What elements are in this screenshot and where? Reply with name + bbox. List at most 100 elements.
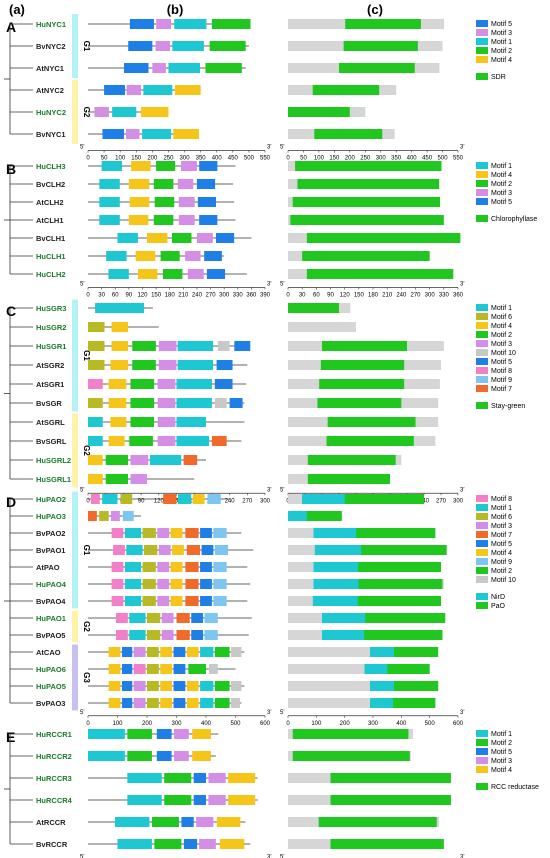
legend-swatch [476, 367, 488, 374]
gene-label-hupao2: HuPAO2 [36, 495, 66, 504]
motif-box-motif-5 [173, 698, 186, 708]
axis-tick-label: 500 [230, 721, 241, 727]
gene-label-hurccr1: HuRCCR1 [36, 730, 72, 739]
motif-box-motif-10 [231, 681, 242, 691]
motif-box-motif-5 [191, 613, 204, 623]
group-bar [72, 610, 78, 643]
group-bar [72, 491, 78, 609]
legend-label: Motif 2 [491, 740, 512, 747]
axis-tick-label: 270 [242, 498, 253, 504]
domain-box [292, 197, 441, 207]
motif-box-motif-2 [164, 795, 192, 805]
motif-box-motif-5 [199, 161, 218, 171]
motif-box-motif-3 [161, 630, 174, 640]
domain-box [326, 436, 414, 446]
axis-tick-label: 120 [340, 293, 351, 299]
motif-box-motif-1 [172, 41, 204, 51]
axis-3prime: 3' [267, 145, 271, 151]
axis-tick-label: 200 [345, 156, 356, 162]
motif-box-motif-7 [211, 436, 227, 446]
domain-box [312, 85, 380, 95]
legend-label: Motif 5 [491, 541, 512, 548]
domain-backbone [288, 647, 439, 657]
motif-box-motif-8 [116, 630, 128, 640]
axis-3prime: 3' [460, 710, 464, 716]
axis-tick-label: 270 [436, 498, 447, 504]
legend-domain-swatch [476, 593, 488, 600]
motif-box-motif-6 [142, 579, 156, 589]
motif-box-motif-8 [116, 613, 128, 623]
motif-box-motif-5 [191, 630, 204, 640]
motif-box-motif-4 [170, 579, 183, 589]
axis-tick-label: 600 [260, 721, 271, 727]
gene-label-bvsgrl: BvSGRL [36, 437, 67, 446]
motif-box-motif-2 [130, 398, 155, 408]
legend-swatch [476, 171, 488, 178]
domain-backbone [288, 698, 436, 708]
motif-box-motif-1 [200, 681, 214, 691]
domain-box-nird [288, 511, 307, 521]
motif-box-motif-4 [110, 360, 129, 370]
domain-box [292, 751, 410, 761]
gene-label-huclh2: HuCLH2 [36, 270, 66, 279]
motif-box-motif-6 [88, 360, 105, 370]
legend-swatch [476, 558, 488, 565]
motif-box-motif-3 [158, 360, 177, 370]
motif-box-motif-3 [177, 179, 194, 189]
motif-box-motif-7 [163, 494, 177, 504]
gene-label-bvclh2: BvCLH2 [36, 180, 65, 189]
axis-tick-label: 0 [286, 721, 290, 727]
group-label: G1 [82, 350, 91, 361]
domain-box [327, 417, 416, 427]
legend-label: Motif 4 [491, 172, 512, 179]
gene-label-bvpao4: BvPAO4 [36, 597, 66, 606]
panel-letter: C [6, 303, 16, 319]
motif-box-motif-3 [156, 19, 172, 29]
legend-label: Motif 5 [491, 749, 512, 756]
gene-label-hupao3: HuPAO3 [36, 512, 66, 521]
axis-tick-label: 30 [299, 293, 306, 299]
axis-tick-label: 150 [171, 498, 182, 504]
domain-box [370, 647, 439, 657]
gene-label-bvpao5: BvPAO5 [36, 631, 65, 640]
motif-box-motif-4 [192, 751, 211, 761]
motif-box-motif-1 [177, 494, 192, 504]
motif-box-motif-4 [174, 85, 201, 95]
motif-box-motif-1 [129, 630, 146, 640]
motif-box-motif-1 [108, 269, 129, 279]
domain-box-nird [314, 545, 362, 555]
motif-box-motif-4 [128, 215, 149, 225]
legend-domain-label: PaO [491, 603, 506, 610]
motif-box-motif-1 [124, 579, 142, 589]
panel-e: E HuRCCR1 HuRCCR2 HuRCCR3 HuRCCR4 AtRCCR BvRCC… [4, 729, 539, 858]
gene-label-bvrccr: BvRCCR [36, 840, 68, 849]
legend-label: Motif 1 [491, 305, 512, 312]
axis-tick-label: 0 [286, 293, 290, 299]
motif-box-motif-5 [193, 773, 206, 783]
axis-5prime: 5' [280, 855, 284, 858]
motif-box-motif-2 [156, 161, 176, 171]
motif-box-motif-2 [127, 751, 152, 761]
domain-box [345, 19, 421, 29]
panels-container: A G1 G2 HuNYC1 BvNYC2 AtNYC1 AtNYC2 HuNYC2 BvNYC… [4, 14, 539, 858]
column-label-b: (b) [167, 2, 184, 17]
gene-label-hupao1: HuPAO1 [36, 614, 66, 623]
motif-box-motif-2 [154, 839, 182, 849]
legend-domain-label: SDR [491, 74, 506, 81]
motif-box-motif-1 [177, 360, 214, 370]
motif-box-motif-2 [171, 233, 192, 243]
motif-box-motif-2 [154, 197, 175, 207]
motif-box-motif-3 [157, 379, 176, 389]
legend-domain-swatch [476, 402, 488, 409]
motif-box-motif-2 [105, 455, 129, 465]
axis-5prime: 5' [80, 710, 84, 716]
legend-label: Motif 3 [491, 341, 512, 348]
motif-box-motif-10 [217, 341, 230, 351]
axis-tick-label: 350 [391, 156, 402, 162]
domain-box [343, 41, 418, 51]
motif-box-motif-8 [111, 562, 124, 572]
domain-box [314, 129, 383, 139]
legend-swatch [476, 757, 488, 764]
motif-box-motif-9 [214, 545, 229, 555]
legend-label: Motif 3 [491, 30, 512, 37]
